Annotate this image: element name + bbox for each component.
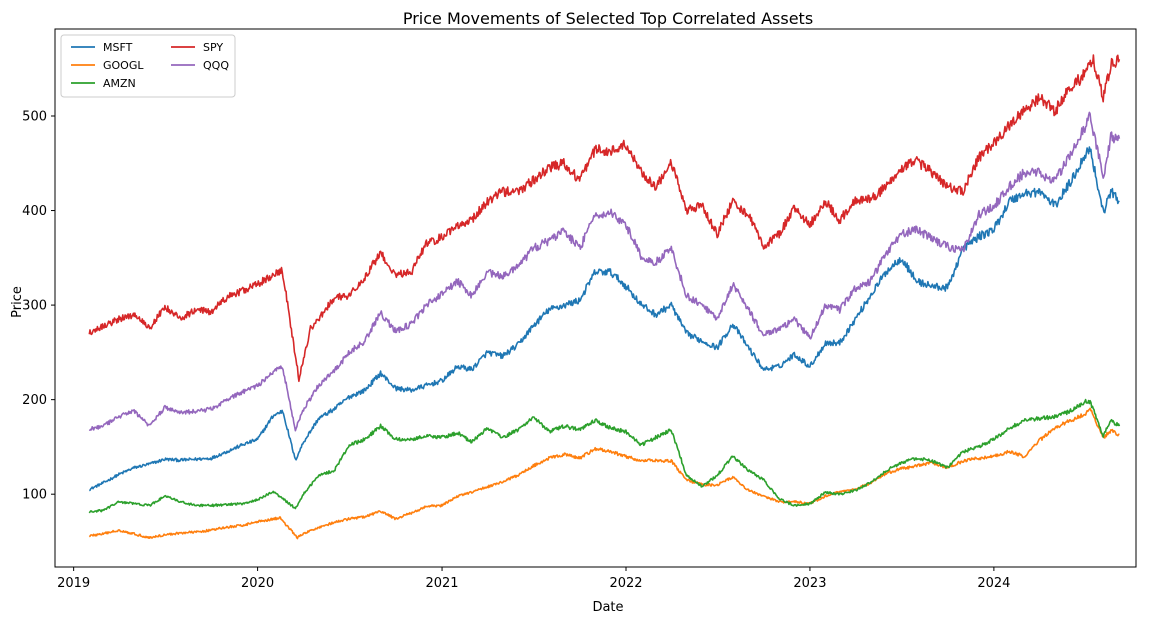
axes: 2019 2020 2021 2022 2023 2024 100 200 300 400 500 (22, 28, 1137, 591)
x-tick-label: 2021 (425, 576, 458, 591)
legend: MSFT GOOGL AMZN SPY QQQ (60, 34, 236, 98)
x-axis-label: Date (592, 600, 623, 615)
series-line-qqq (88, 111, 1121, 432)
series-line-amzn (88, 398, 1121, 514)
legend-label-spy: SPY (203, 41, 223, 54)
y-tick-label: 400 (22, 204, 47, 219)
y-tick-label: 100 (22, 488, 47, 503)
y-tick-label: 500 (22, 109, 47, 124)
chart-title: Price Movements of Selected Top Correlat… (403, 9, 813, 28)
x-tick-label: 2020 (241, 576, 274, 591)
y-tick-label: 200 (22, 393, 47, 408)
plot-frame (54, 28, 1137, 568)
legend-label-qqq: QQQ (203, 59, 229, 72)
x-tick-label: 2022 (609, 576, 642, 591)
x-tick-label: 2023 (793, 576, 826, 591)
series-lines (88, 54, 1121, 540)
legend-label-googl: GOOGL (103, 59, 144, 72)
legend-label-msft: MSFT (103, 41, 133, 54)
series-line-spy (88, 54, 1121, 383)
x-tick-label: 2019 (57, 576, 90, 591)
y-tick-label: 300 (22, 299, 47, 314)
x-tick-label: 2024 (977, 576, 1010, 591)
y-axis-label: Price (10, 286, 25, 318)
legend-label-amzn: AMZN (103, 77, 136, 90)
legend-box (60, 34, 236, 98)
series-line-msft (88, 146, 1120, 492)
